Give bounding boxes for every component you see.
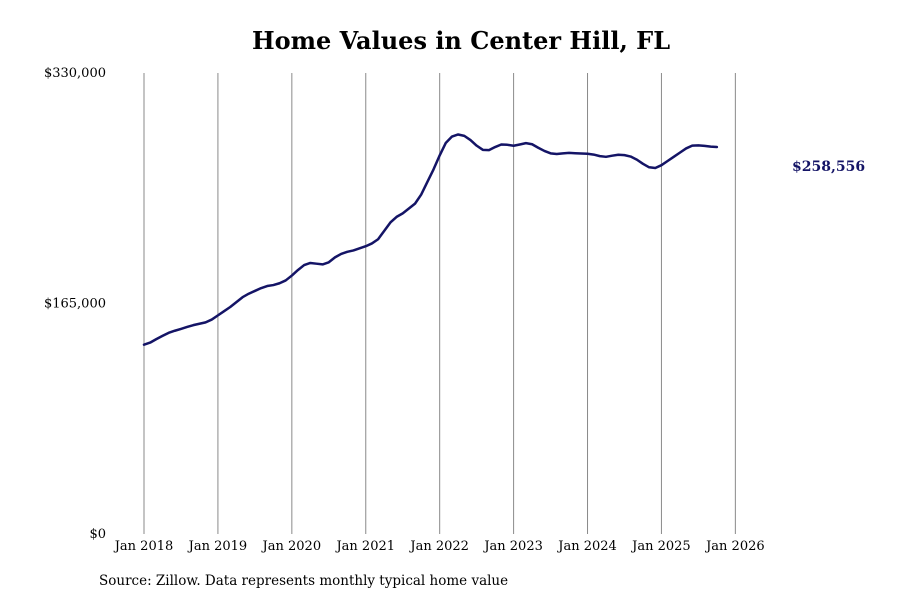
x-tick-label: Jan 2026 (704, 539, 765, 554)
x-tick-label: Jan 2022 (408, 539, 469, 554)
y-tick-label: $0 (89, 527, 106, 542)
y-tick-label: $165,000 (44, 297, 106, 312)
x-axis-ticks: Jan 2018 Jan 2019 Jan 2020 Jan 2021 Jan 2022… (113, 539, 765, 554)
x-tick-label: Jan 2021 (334, 539, 395, 554)
chart-title: Home Values in Center Hill, FL (251, 26, 671, 55)
series-layer: $258,556 (142, 133, 865, 346)
y-tick-label: $330,000 (44, 66, 106, 81)
x-tick-label: Jan 2020 (261, 539, 322, 554)
x-tick-label: Jan 2024 (556, 539, 617, 554)
x-tick-label: Jan 2018 (113, 539, 174, 554)
y-axis-ticks: $0 $165,000 $330,000 (44, 66, 106, 542)
source-note: Source: Zillow. Data represents monthly … (99, 573, 509, 589)
x-tick-label: Jan 2019 (187, 539, 248, 554)
x-tick-label: Jan 2025 (630, 539, 691, 554)
gridlines (143, 73, 736, 534)
series-line (142, 133, 719, 346)
end-value-label: $258,556 (792, 159, 865, 175)
x-tick-label: Jan 2023 (482, 539, 543, 554)
